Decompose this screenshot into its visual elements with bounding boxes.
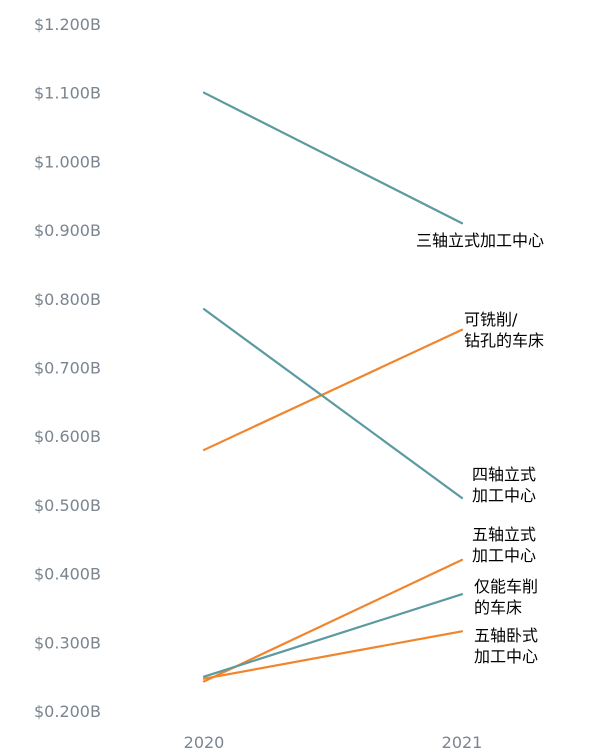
y-tick-label: $0.500B xyxy=(34,496,101,515)
x-tick-label: 2020 xyxy=(184,733,225,752)
series-end-label: 钻孔的车床 xyxy=(464,331,544,350)
y-tick-label: $1.100B xyxy=(34,84,101,103)
series-end-label: 的车床 xyxy=(474,598,522,617)
series-end-label: 三轴立式加工中心 xyxy=(416,231,544,250)
series-end-label: 五轴卧式 xyxy=(474,626,538,645)
series-end-label: 五轴立式 xyxy=(472,525,536,544)
series-end-label: 加工中心 xyxy=(472,486,536,505)
series-lines xyxy=(202,91,464,683)
series-end-label: 加工中心 xyxy=(474,647,538,666)
x-axis: 2020 2021 xyxy=(184,733,483,752)
series-line xyxy=(202,630,464,680)
series-line xyxy=(202,91,464,225)
series-labels: 三轴立式加工中心可铣削/钻孔的车床四轴立式加工中心五轴立式加工中心仅能车削的车床… xyxy=(416,231,544,666)
y-tick-label: $0.600B xyxy=(34,427,101,446)
y-tick-label: $0.900B xyxy=(34,221,101,240)
series-end-label: 四轴立式 xyxy=(472,465,536,484)
y-axis: $1.200B $1.100B $1.000B $0.900B $0.800B $0.70… xyxy=(34,15,101,721)
x-tick-label: 2021 xyxy=(442,733,483,752)
series-end-label: 仅能车削 xyxy=(474,577,538,596)
y-tick-label: $1.200B xyxy=(34,15,101,34)
y-tick-label: $0.300B xyxy=(34,633,101,652)
series-line xyxy=(202,558,464,683)
series-end-label: 加工中心 xyxy=(472,546,536,565)
series-line xyxy=(202,593,464,678)
series-end-label: 可铣削/ xyxy=(464,310,518,329)
y-tick-label: $0.800B xyxy=(34,290,101,309)
y-tick-label: $0.700B xyxy=(34,359,101,378)
series-line xyxy=(202,308,464,500)
y-tick-label: $0.400B xyxy=(34,565,101,584)
y-tick-label: $0.200B xyxy=(34,702,101,721)
y-tick-label: $1.000B xyxy=(34,152,101,171)
series-line xyxy=(202,328,464,452)
